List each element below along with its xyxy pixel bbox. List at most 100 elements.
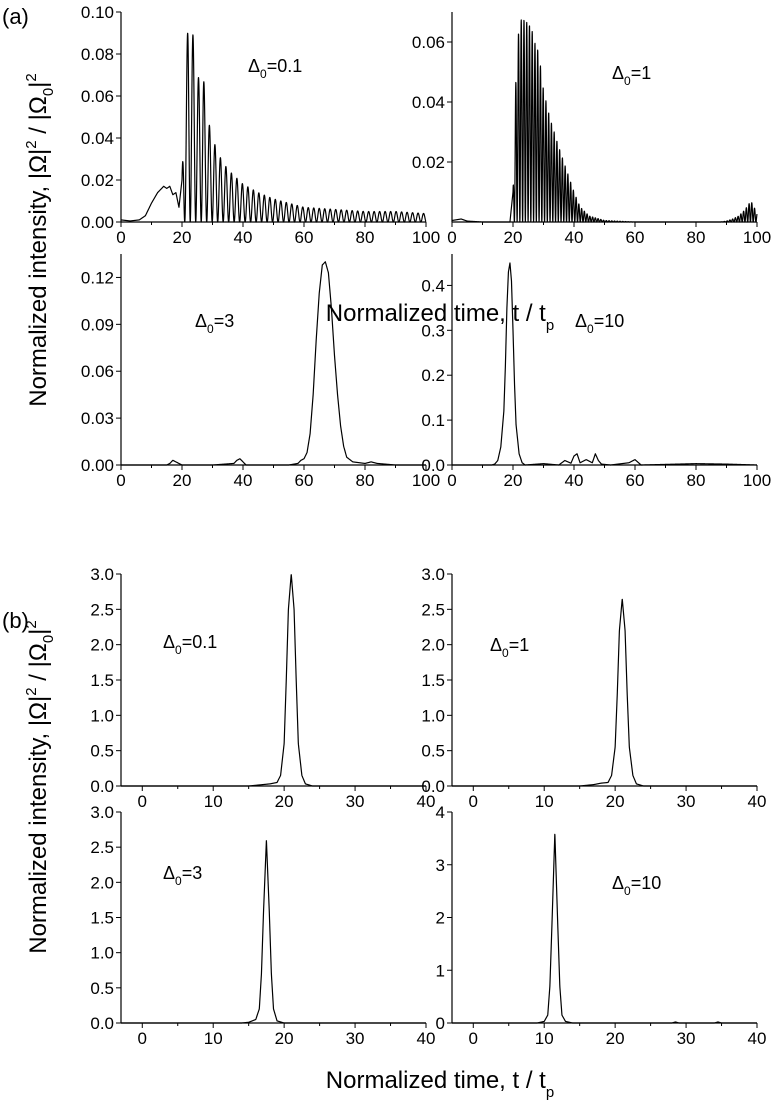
x-tick-label: 40 [234,471,253,490]
x-tick-label: 100 [412,471,440,490]
y-tick-label: 0.06 [81,87,114,106]
y-tick-label: 0.04 [81,129,114,148]
y-tick-label: 0.06 [81,362,114,381]
y-tick-label: 0 [436,1014,445,1033]
panel-annotation: Δ0=1 [490,635,529,660]
y-tick-label: 4 [436,803,445,822]
y-tick-label: 1.0 [421,706,445,725]
series-line [120,574,427,787]
y-tick-label: 1 [436,961,445,980]
x-tick-label: 60 [626,228,645,247]
y-tick-label: 0.10 [81,3,114,22]
y-tick-label: 1.0 [90,706,114,725]
part-a-ylabel: Normalized intensity, |Ω|2 / |Ω0|2 [23,73,57,407]
x-tick-label: 20 [173,228,192,247]
y-tick-label: 0.0 [90,1014,114,1033]
y-tick-label: 0.03 [81,409,114,428]
y-tick-label: 0.04 [412,93,445,112]
series-line [451,598,758,787]
y-tick-label: 0.5 [90,742,114,761]
panel-annotation: Δ0=3 [195,311,234,336]
y-tick-label: 0.3 [421,321,445,340]
chart-panel: 0 20 40 60 80 100 0.00 0.02 0.04 0.06 0.08 0.10 Δ0=0… [81,3,440,247]
part-b-ylabel: Normalized intensity, |Ω|2 / |Ω0|2 [23,620,57,954]
series-line [120,840,427,1024]
series-line [451,19,758,223]
x-tick-label: 10 [535,1029,554,1048]
x-tick-label: 40 [565,471,584,490]
x-tick-label: 100 [412,228,440,247]
x-tick-label: 0 [447,471,456,490]
y-tick-label: 1.5 [421,671,445,690]
y-tick-label: 0.00 [81,456,114,475]
series-line [120,32,427,223]
figure-decor: (a) Normalized intensity, |Ω|2 / |Ω0|2 N… [2,4,554,1101]
x-tick-label: 100 [743,471,771,490]
x-tick-label: 60 [295,228,314,247]
y-tick-label: 2.5 [90,600,114,619]
y-tick-label: 3.0 [90,565,114,584]
x-tick-label: 0 [116,228,125,247]
part-a-label: (a) [2,4,29,29]
chart-panel: 0 20 40 60 80 100 0.0 0.1 0.2 0.3 0.4 Δ0=10 [421,254,771,490]
y-tick-label: 0.0 [421,456,445,475]
x-tick-label: 60 [626,471,645,490]
x-tick-label: 80 [687,471,706,490]
x-tick-label: 20 [275,792,294,811]
chart-panel: 0 10 20 30 40 0.0 0.5 1.0 1.5 2.0 2.5 3.0 Δ0=3 [90,803,435,1048]
x-tick-label: 20 [504,228,523,247]
x-tick-label: 60 [295,471,314,490]
y-tick-label: 0.4 [421,276,445,295]
panel-annotation: Δ0=10 [612,873,661,898]
chart-panel: 0 20 40 60 80 100 0.02 0.04 0.06 Δ0=1 [412,12,771,247]
x-tick-label: 10 [204,1029,223,1048]
x-tick-label: 0 [138,1029,147,1048]
y-tick-label: 0.1 [421,411,445,430]
x-tick-label: 20 [275,1029,294,1048]
x-tick-label: 20 [606,1029,625,1048]
x-tick-label: 40 [417,792,436,811]
x-tick-label: 30 [346,792,365,811]
x-tick-label: 40 [565,228,584,247]
x-tick-label: 30 [677,1029,696,1048]
y-tick-label: 2.0 [421,636,445,655]
x-tick-label: 0 [138,792,147,811]
y-tick-label: 0.02 [81,171,114,190]
part-b-xlabel: Normalized time, t / tp [326,1067,554,1101]
x-tick-label: 10 [204,792,223,811]
chart-panel: 0 10 20 30 40 0.0 0.5 1.0 1.5 2.0 2.5 3.0 Δ0=0.1 [90,565,436,811]
x-tick-label: 80 [356,228,375,247]
x-tick-label: 40 [748,792,767,811]
x-tick-label: 30 [346,1029,365,1048]
x-tick-label: 80 [687,228,706,247]
y-tick-label: 0.08 [81,45,114,64]
y-tick-label: 2.0 [90,873,114,892]
panel-annotation: Δ0=10 [575,311,624,336]
y-tick-label: 0.02 [412,153,445,172]
series-line [451,833,758,1024]
x-tick-label: 20 [504,471,523,490]
y-tick-label: 0.09 [81,315,114,334]
panel-annotation: Δ0=3 [163,863,202,888]
part-b-label: (b) [2,608,29,633]
y-tick-label: 2 [436,909,445,928]
y-tick-label: 2.5 [421,600,445,619]
y-tick-label: 3.0 [421,565,445,584]
y-tick-label: 0.5 [90,979,114,998]
y-tick-label: 0.00 [81,213,114,232]
part-a-xlabel: Normalized time, t / tp [326,300,554,334]
y-tick-label: 0.06 [412,33,445,52]
x-tick-label: 100 [743,228,771,247]
chart-panels: 0 20 40 60 80 1000.000.020.040.060.080.10Δ0=0… [81,3,771,1048]
series-line [451,262,758,466]
y-tick-label: 1.5 [90,671,114,690]
x-tick-label: 0 [469,792,478,811]
y-tick-label: 0.12 [81,268,114,287]
y-tick-label: 3.0 [90,803,114,822]
y-tick-label: 2.5 [90,838,114,857]
y-tick-label: 0.0 [90,777,114,796]
y-tick-label: 1.0 [90,944,114,963]
y-tick-label: 0.5 [421,742,445,761]
chart-panel: 0 10 20 30 40 0 1 2 3 4 Δ0=10 [436,803,767,1048]
y-tick-label: 2.0 [90,636,114,655]
